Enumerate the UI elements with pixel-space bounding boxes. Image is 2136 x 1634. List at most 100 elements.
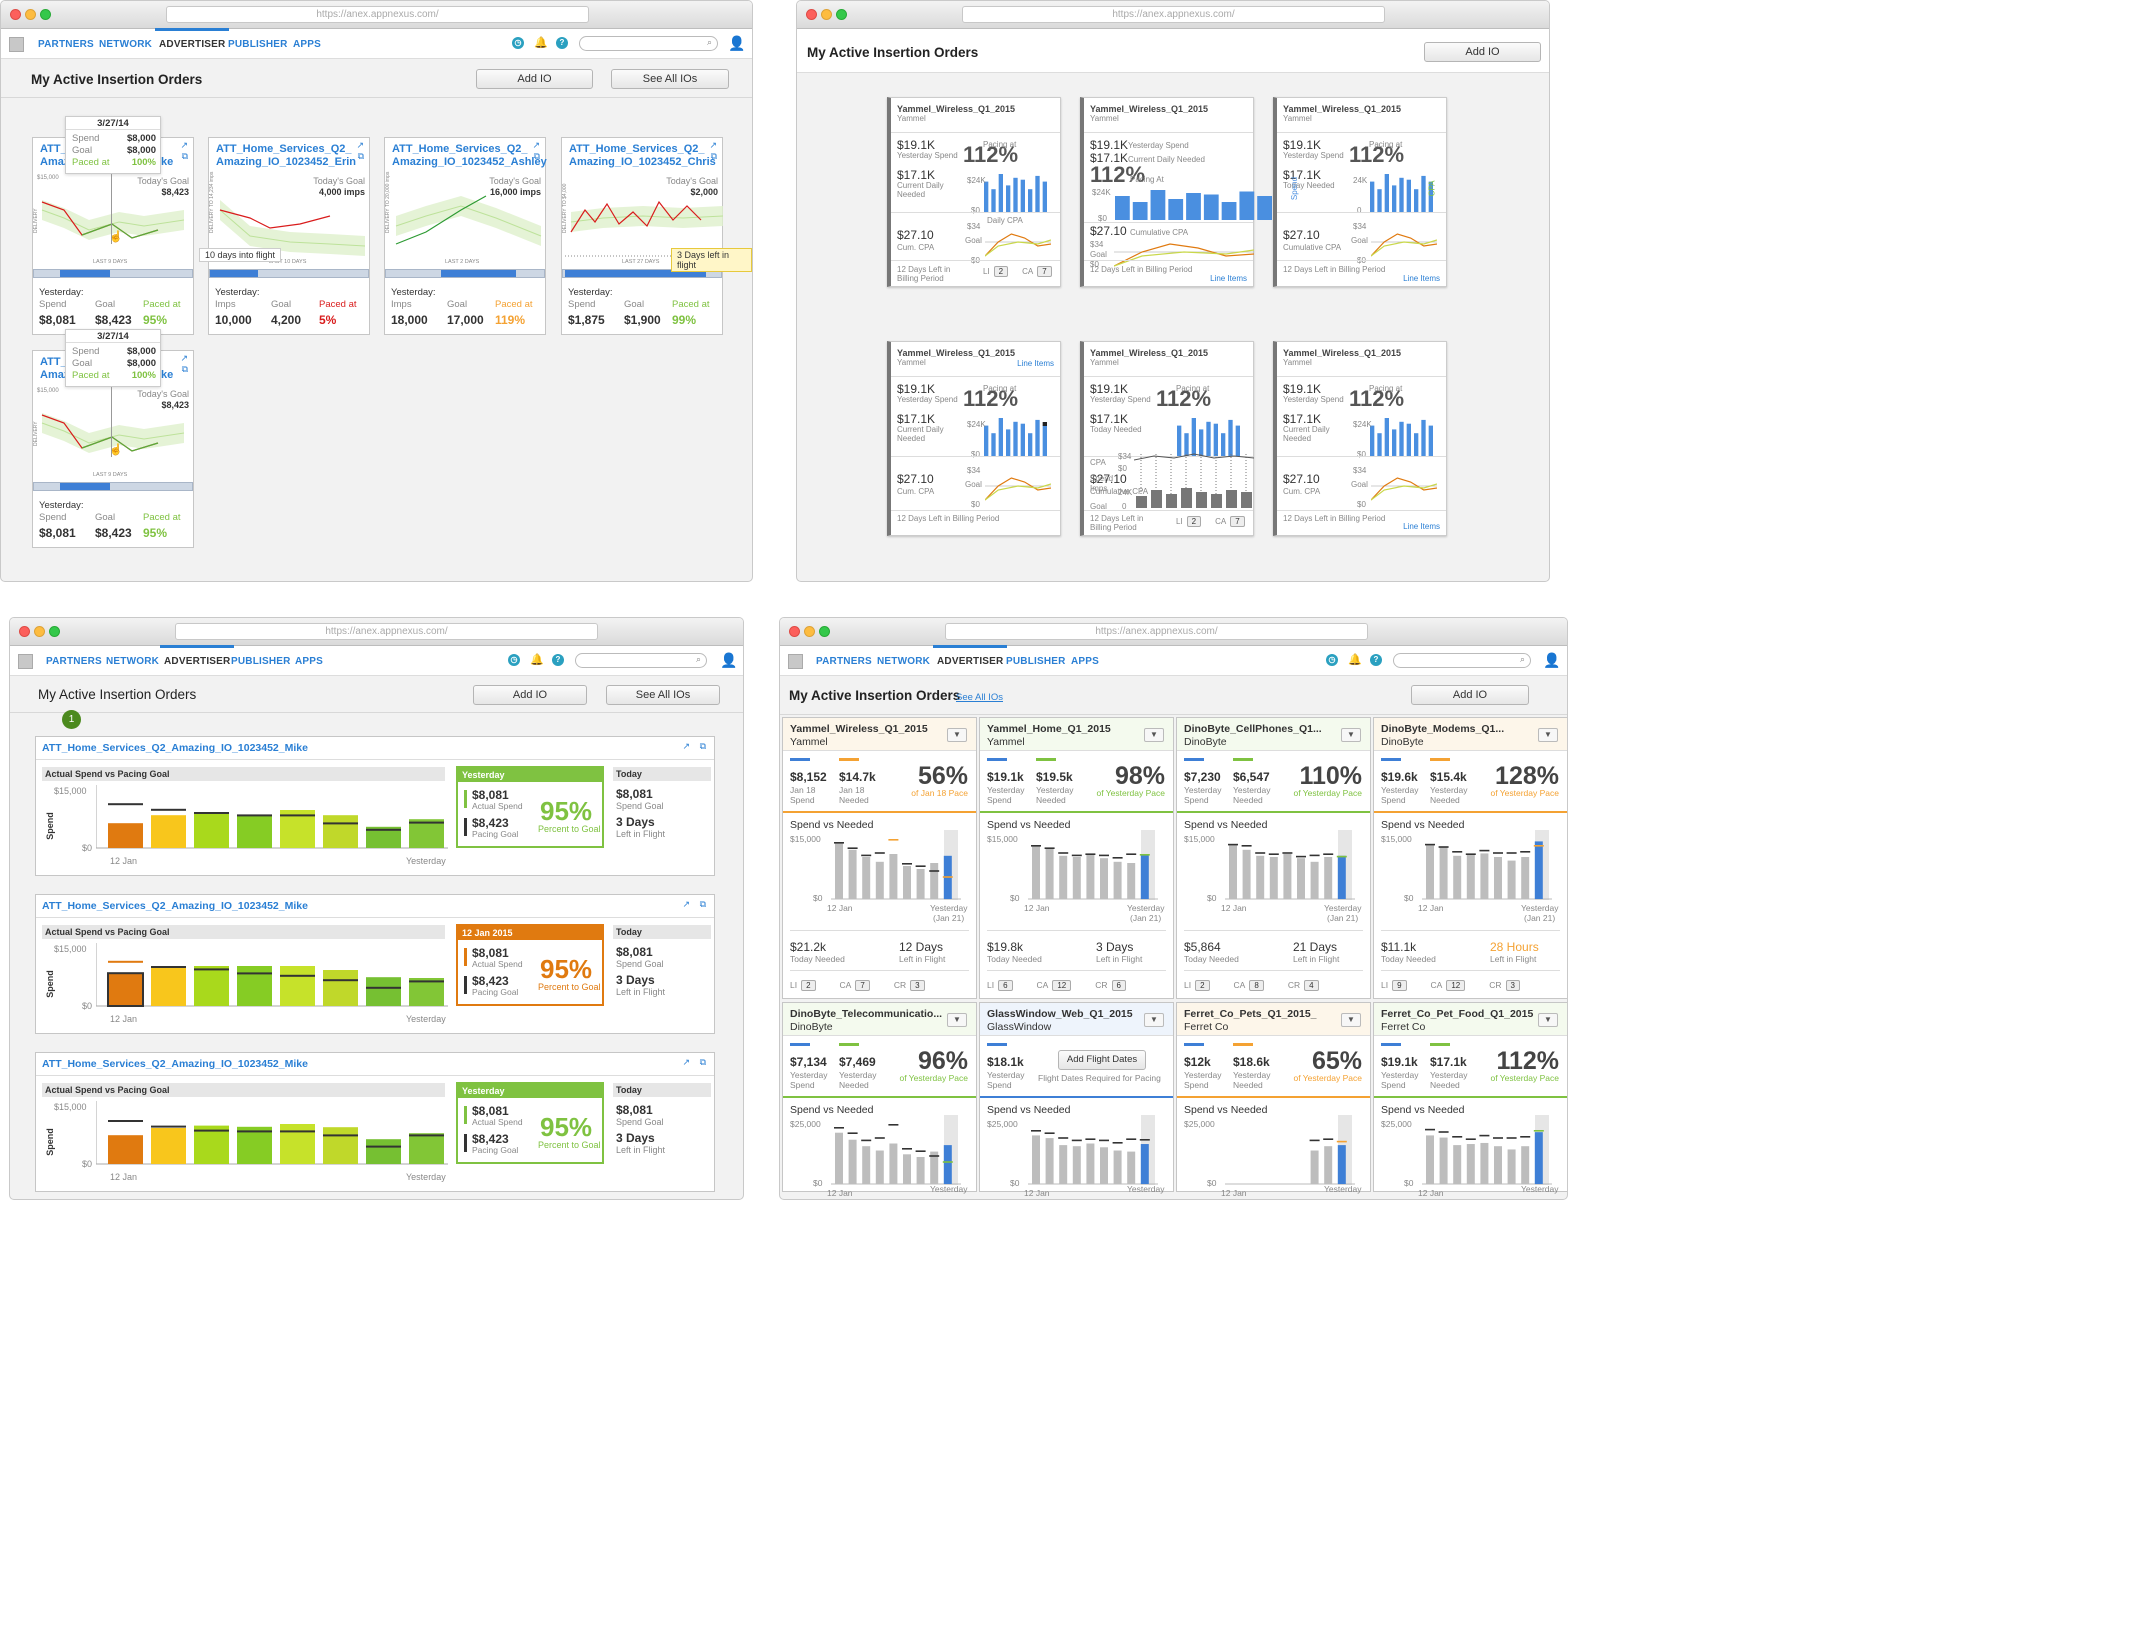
close-dot[interactable] bbox=[806, 9, 817, 20]
nav-advertiser[interactable]: ADVERTISER bbox=[932, 645, 1008, 667]
io-card[interactable]: Yammel_Wireless_Q1_2015 Yammel $19.1K Yeste… bbox=[1273, 97, 1447, 287]
io-row[interactable]: ATT_Home_Services_Q2_Amazing_IO_1023452_… bbox=[35, 736, 715, 876]
flight-slider[interactable] bbox=[562, 269, 722, 278]
li-count[interactable]: 2 bbox=[1186, 516, 1202, 527]
ca-count[interactable]: 7 bbox=[1037, 266, 1052, 277]
clock-icon[interactable]: ◷ bbox=[508, 654, 520, 666]
nav-partners[interactable]: PARTNERS bbox=[816, 656, 872, 667]
io-card[interactable]: Ferret_Co_Pets_Q1_2015_ Ferret Co ▼ $12k Yes… bbox=[1176, 1002, 1371, 1198]
chart-icon[interactable]: ⧉ bbox=[710, 151, 717, 161]
chevron-down-icon[interactable]: ▼ bbox=[1144, 728, 1164, 742]
nav-partners[interactable]: PARTNERS bbox=[46, 656, 102, 667]
external-link-icon[interactable]: ↗ bbox=[180, 353, 188, 363]
chart-icon[interactable]: ⧉ bbox=[699, 741, 706, 751]
flight-slider[interactable] bbox=[33, 482, 193, 491]
io-card[interactable]: Yammel_Wireless_Q1_2015 Yammel $19.1K Yeste… bbox=[1273, 341, 1447, 536]
nav-network[interactable]: NETWORK bbox=[877, 656, 931, 667]
bell-icon[interactable]: 🔔 bbox=[534, 37, 548, 49]
zoom-dot[interactable] bbox=[40, 9, 51, 20]
io-card[interactable]: ATT_Home_Services_Q2_ Amazing_IO_1023452_… bbox=[384, 137, 547, 335]
add-flight-dates-button[interactable]: Add Flight Dates bbox=[1058, 1050, 1146, 1070]
nav-advertiser[interactable]: ADVERTISER bbox=[154, 28, 230, 50]
minimize-dot[interactable] bbox=[34, 626, 45, 637]
chevron-down-icon[interactable]: ▼ bbox=[947, 1013, 967, 1027]
chevron-down-icon[interactable]: ▼ bbox=[1341, 728, 1361, 742]
nav-network[interactable]: NETWORK bbox=[106, 656, 160, 667]
flight-slider[interactable] bbox=[385, 269, 545, 278]
search-input[interactable]: ⌕ bbox=[575, 653, 707, 668]
close-dot[interactable] bbox=[789, 626, 800, 637]
nav-publisher[interactable]: PUBLISHER bbox=[228, 39, 288, 50]
io-row[interactable]: ATT_Home_Services_Q2_Amazing_IO_1023452_… bbox=[35, 1052, 715, 1192]
nav-partners[interactable]: PARTNERS bbox=[38, 39, 94, 50]
ca-count[interactable]: 7 bbox=[1230, 516, 1245, 527]
io-card[interactable]: ATT_Home_Services_Q2_ Amazing_IO_1023452_… bbox=[561, 137, 723, 335]
search-input[interactable]: ⌕ bbox=[1393, 653, 1531, 668]
user-icon[interactable]: 👤 bbox=[1543, 652, 1561, 668]
user-icon[interactable]: 👤 bbox=[720, 652, 738, 668]
io-card[interactable]: Yammel_Wireless_Q1_2015 Yammel ▼ $8,152 Jan … bbox=[782, 717, 977, 999]
nav-apps[interactable]: APPS bbox=[295, 656, 324, 667]
ca-count[interactable]: 12 bbox=[1446, 980, 1466, 991]
io-row[interactable]: ATT_Home_Services_Q2_Amazing_IO_1023452_… bbox=[35, 894, 715, 1034]
li-count[interactable]: 2 bbox=[993, 266, 1009, 277]
chart-icon[interactable]: ⧉ bbox=[533, 151, 540, 161]
flight-slider[interactable] bbox=[33, 269, 193, 278]
chevron-down-icon[interactable]: ▼ bbox=[947, 728, 967, 742]
close-dot[interactable] bbox=[19, 626, 30, 637]
external-link-icon[interactable]: ↗ bbox=[180, 140, 188, 150]
chevron-down-icon[interactable]: ▼ bbox=[1538, 1013, 1558, 1027]
url-bar[interactable]: https://anex.appnexus.com/ bbox=[166, 6, 589, 23]
chevron-down-icon[interactable]: ▼ bbox=[1538, 728, 1558, 742]
add-io-button[interactable]: Add IO bbox=[1424, 42, 1541, 62]
ca-count[interactable]: 12 bbox=[1052, 980, 1072, 991]
ca-count[interactable]: 8 bbox=[1249, 980, 1264, 991]
see-all-ios-link[interactable]: See All IOs bbox=[956, 692, 1003, 703]
nav-apps[interactable]: APPS bbox=[1071, 656, 1100, 667]
cr-count[interactable]: 3 bbox=[910, 980, 925, 991]
ca-count[interactable]: 7 bbox=[855, 980, 870, 991]
li-count[interactable]: 2 bbox=[1195, 980, 1210, 991]
io-card[interactable]: Ferret_Co_Pet_Food_Q1_2015 Ferret Co ▼ $19.… bbox=[1373, 1002, 1567, 1198]
zoom-dot[interactable] bbox=[819, 626, 830, 637]
nav-apps[interactable]: APPS bbox=[293, 39, 322, 50]
minimize-dot[interactable] bbox=[821, 9, 832, 20]
minimize-dot[interactable] bbox=[25, 9, 36, 20]
logo[interactable] bbox=[9, 37, 24, 52]
clock-icon[interactable]: ◷ bbox=[512, 37, 524, 49]
li-count[interactable]: 2 bbox=[801, 980, 816, 991]
logo[interactable] bbox=[18, 654, 33, 669]
see-all-ios-button[interactable]: See All IOs bbox=[606, 685, 720, 705]
external-link-icon[interactable]: ↗ bbox=[682, 899, 690, 909]
chart-icon[interactable]: ⧉ bbox=[181, 364, 188, 374]
help-icon[interactable]: ? bbox=[1370, 654, 1382, 666]
io-card[interactable]: DinoByte_Modems_Q1... DinoByte ▼ $19.6k Yest… bbox=[1373, 717, 1567, 999]
io-card[interactable]: Yammel_Wireless_Q1_2015 Yammel $19.1K Yeste… bbox=[887, 97, 1061, 287]
cr-count[interactable]: 4 bbox=[1304, 980, 1319, 991]
li-count[interactable]: 9 bbox=[1392, 980, 1407, 991]
logo[interactable] bbox=[788, 654, 803, 669]
user-icon[interactable]: 👤 bbox=[728, 35, 746, 51]
cr-count[interactable]: 3 bbox=[1505, 980, 1520, 991]
external-link-icon[interactable]: ↗ bbox=[532, 140, 540, 150]
bell-icon[interactable]: 🔔 bbox=[1348, 654, 1362, 666]
minimize-dot[interactable] bbox=[804, 626, 815, 637]
nav-publisher[interactable]: PUBLISHER bbox=[231, 656, 291, 667]
flight-slider[interactable] bbox=[209, 269, 369, 278]
external-link-icon[interactable]: ↗ bbox=[682, 741, 690, 751]
bell-icon[interactable]: 🔔 bbox=[530, 654, 544, 666]
nav-publisher[interactable]: PUBLISHER bbox=[1006, 656, 1066, 667]
io-card[interactable]: GlassWindow_Web_Q1_2015 GlassWindow ▼ $18.1… bbox=[979, 1002, 1174, 1198]
io-card[interactable]: Yammel_Wireless_Q1_2015 Yammel Line Items $… bbox=[887, 341, 1061, 536]
help-icon[interactable]: ? bbox=[556, 37, 568, 49]
zoom-dot[interactable] bbox=[836, 9, 847, 20]
io-card[interactable]: ATT_ Amaz ke ↗ ⧉ Today's Goal $8,423 $15,000 DEL… bbox=[32, 329, 194, 548]
close-dot[interactable] bbox=[10, 9, 21, 20]
cr-count[interactable]: 6 bbox=[1111, 980, 1126, 991]
nav-advertiser[interactable]: ADVERTISER bbox=[159, 645, 235, 667]
external-link-icon[interactable]: ↗ bbox=[709, 140, 717, 150]
external-link-icon[interactable]: ↗ bbox=[356, 140, 364, 150]
io-card[interactable]: Yammel_Home_Q1_2015 Yammel ▼ $19.1k Yesterda… bbox=[979, 717, 1174, 999]
io-card[interactable]: ATT_ Amaz ke ↗ ⧉ Today's Goal $8,423 $15,000 DEL… bbox=[32, 116, 194, 335]
help-icon[interactable]: ? bbox=[552, 654, 564, 666]
